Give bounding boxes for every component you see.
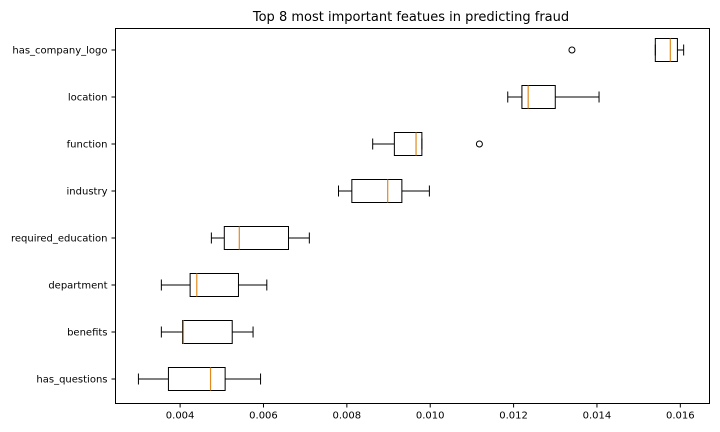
y-tick-label: industry (67, 187, 108, 198)
iqr-box (182, 320, 233, 344)
chart-title: Top 8 most important featues in predicti… (252, 10, 569, 25)
box-required-education (210, 226, 310, 250)
y-tick-label: benefits (67, 328, 107, 339)
outlier-point (568, 46, 576, 54)
outlier-point (475, 140, 483, 148)
x-tick-label: 0.010 (416, 411, 445, 422)
iqr-box (167, 367, 226, 391)
x-tick-label: 0.004 (166, 411, 195, 422)
box-has-company-logo (568, 38, 685, 62)
y-tick-label: function (67, 140, 108, 151)
x-axis: 0.004 0.006 0.008 0.010 0.012 0.014 0.016 (166, 403, 695, 422)
box-industry (338, 179, 430, 203)
x-tick-label: 0.014 (583, 411, 612, 422)
x-tick-label: 0.016 (666, 411, 695, 422)
plot-area (137, 38, 685, 391)
iqr-box (189, 273, 239, 297)
box-benefits (160, 320, 254, 344)
x-tick-label: 0.012 (499, 411, 528, 422)
y-tick-label: has_company_logo (12, 46, 107, 57)
y-tick-label: department (48, 281, 107, 292)
iqr-box (223, 226, 289, 250)
iqr-box (393, 132, 423, 156)
iqr-box (654, 38, 678, 62)
plot-frame (115, 28, 710, 404)
y-tick-label: has_questions (36, 375, 107, 386)
box-has-questions (137, 367, 262, 391)
x-tick-label: 0.008 (333, 411, 362, 422)
y-axis: has_questions benefits department required_… (11, 46, 116, 386)
y-tick-label: location (68, 93, 108, 104)
iqr-box (351, 179, 403, 203)
box-function (372, 132, 483, 156)
iqr-box (521, 85, 556, 109)
y-tick-label: required_education (11, 234, 108, 245)
box-department (160, 273, 268, 297)
box-location (507, 85, 600, 109)
x-tick-label: 0.006 (249, 411, 278, 422)
